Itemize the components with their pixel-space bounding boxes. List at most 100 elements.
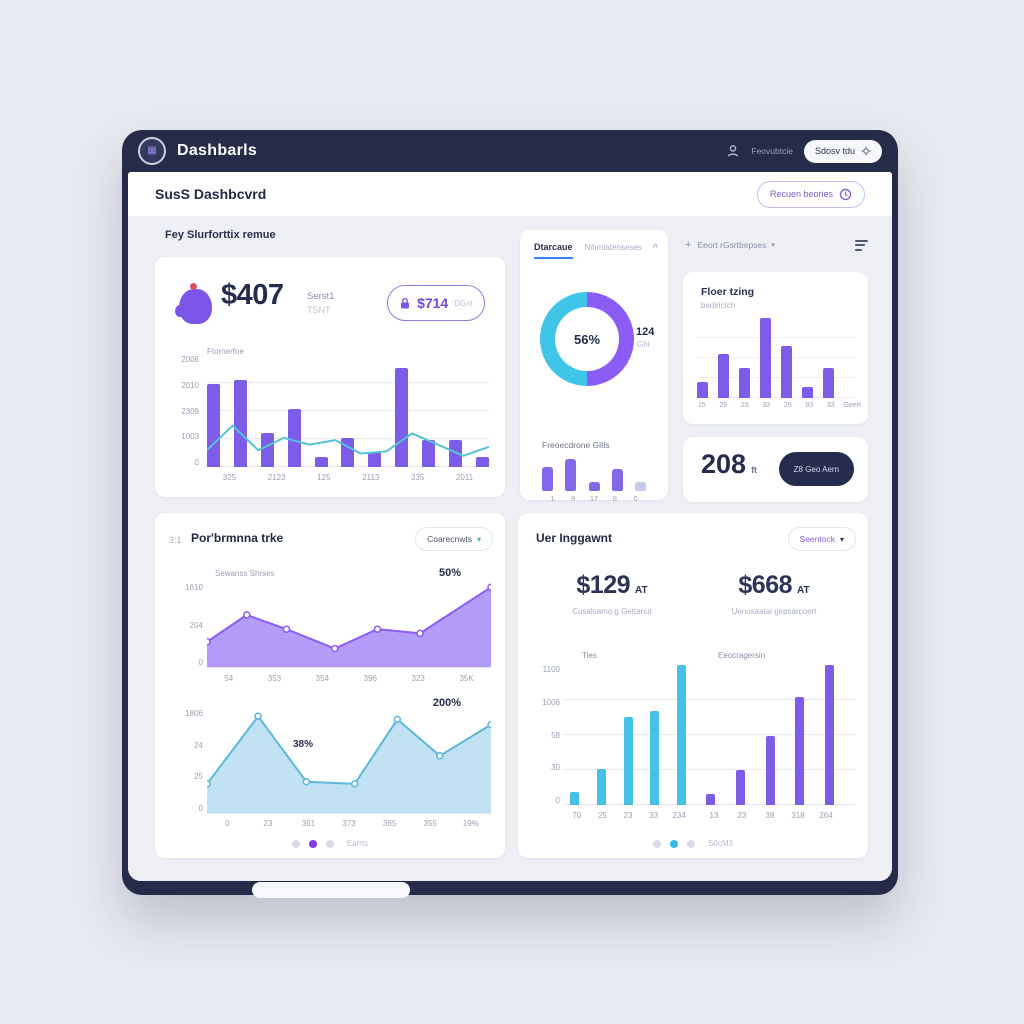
x-tick-label: 325 xyxy=(222,473,237,482)
y-tick-label: 0 xyxy=(555,796,560,805)
metric1-value: $129 xyxy=(576,571,631,599)
bar xyxy=(449,440,463,467)
y-tick-label: 1003 xyxy=(181,432,199,442)
app-logo[interactable]: ▦ xyxy=(138,137,166,165)
pagination-label: Earrts xyxy=(346,839,369,848)
revenue-badge[interactable]: $714 DGnt xyxy=(387,285,485,321)
donut-chart: 56% xyxy=(540,292,634,386)
x-tick-label: 93 xyxy=(805,402,814,409)
bar xyxy=(368,452,382,467)
app-title: Dashbarls xyxy=(177,142,258,159)
x-tick-label: 361 xyxy=(301,819,316,828)
group-bars xyxy=(704,665,836,805)
mini-plot xyxy=(542,453,646,491)
revenue-card: $407 Serst1 TSNT $714 DGnt Ftornerfoe 20… xyxy=(155,257,505,497)
donut-side-label: Ght xyxy=(637,340,650,349)
count-action-button[interactable]: Z8 Geo Aern xyxy=(778,452,854,486)
bar xyxy=(588,481,600,491)
window-handle[interactable] xyxy=(252,882,410,898)
dashboard-body: Fey Slurforttix remue $407 Serst1 TSNT $… xyxy=(128,216,892,881)
y-tick-label: 2010 xyxy=(181,380,199,390)
revenue-chart-label: Ftornerfoe xyxy=(207,347,244,356)
engagement-group-engagement: Eeocragersin 13 23 38 318 264 xyxy=(704,651,836,820)
bar xyxy=(706,793,715,805)
pagination-dot[interactable] xyxy=(325,839,334,848)
x-tick-label: 0 xyxy=(225,819,230,828)
metric2-caption: Uenusaatai gepsarcoert xyxy=(731,607,817,616)
bar xyxy=(795,697,805,805)
app-content: SusS Dashbcvrd Recuen beories Fey Slurfo… xyxy=(128,172,892,881)
bar xyxy=(341,437,355,467)
x-tick-label: 396 xyxy=(363,674,377,683)
bar xyxy=(823,367,834,398)
pagination-dot[interactable] xyxy=(291,839,300,848)
group-bars xyxy=(568,665,688,805)
x-tick-label: 264 xyxy=(819,811,833,820)
count-card: 208 ft Z8 Geo Aern xyxy=(683,437,868,502)
chevron-up-icon[interactable]: ^ xyxy=(652,242,658,252)
revenue-y-axis: 2006 2010 2309 1003 0 xyxy=(161,355,199,467)
perf-chart1-annotation: 50% xyxy=(438,567,461,579)
bar xyxy=(802,386,813,398)
revenue-plot xyxy=(207,355,489,467)
mini-x-axis: 1 9 17 8 0 xyxy=(542,494,646,503)
x-tick-label: 15 xyxy=(697,402,706,409)
pagination-dot-active[interactable] xyxy=(670,839,679,848)
tab-active[interactable]: Dtarcaue xyxy=(534,242,573,259)
x-tick-label: 1 xyxy=(550,494,555,503)
metric2-unit: AT xyxy=(797,585,810,596)
user-label[interactable]: Feovubtcie xyxy=(751,146,793,156)
y-tick-label: 2309 xyxy=(181,406,199,416)
y-tick-label: 204 xyxy=(189,620,203,630)
pagination-dot[interactable] xyxy=(653,839,662,848)
perf-chart1-label: Sewanss Shrses xyxy=(215,569,275,578)
app-window: ▦ Dashbarls Feovubtcie Sdosv tdu xyxy=(122,130,898,898)
x-tick-label: 33 xyxy=(649,811,659,820)
logo-icon: ▦ xyxy=(147,145,157,156)
pagination-dot[interactable] xyxy=(687,839,696,848)
perf-chart2-annotation: 200% xyxy=(432,697,461,709)
x-tick-label: 19% xyxy=(462,819,479,828)
performance-dropdown[interactable]: Coarecnwts ▾ xyxy=(415,527,493,551)
x-tick-label: 125 xyxy=(317,473,331,482)
engagement-dropdown[interactable]: Seentock ▾ xyxy=(787,527,856,551)
topbar-action-button[interactable]: Sdosv tdu xyxy=(803,139,882,163)
engagement-dropdown-label: Seentock xyxy=(799,534,835,544)
engagement-group-ties: Ties 70 25 23 33 234 xyxy=(568,651,688,820)
tab-inactive[interactable]: Nihmtatenseses xyxy=(584,243,642,252)
gear-icon xyxy=(861,146,871,156)
y-tick-label: 58 xyxy=(551,730,560,740)
rating-subtitle: bedirictch xyxy=(701,301,736,310)
engagement-card: Uer Inggawnt Seentock ▾ $129 AT Cusalsam… xyxy=(518,513,868,858)
x-tick-label: 70 xyxy=(572,811,582,820)
engagement-pagination: S0cM3 xyxy=(518,839,868,848)
metric2-value: $668 xyxy=(738,571,793,599)
bar xyxy=(677,665,686,805)
rating-plot xyxy=(697,318,855,398)
group-x-axis: 70 25 23 33 234 xyxy=(564,811,692,820)
engagement-metric-1: $129 AT Cusalsamo g Gettanut xyxy=(542,571,682,616)
topbar: ▦ Dashbarls Feovubtcie Sdosv tdu xyxy=(122,130,898,172)
donut-side-value: 124 xyxy=(636,326,655,338)
pagination-label: S0cM3 xyxy=(708,839,733,848)
perf2-x-axis: 0 23 361 373 365 355 19% xyxy=(207,819,491,828)
x-tick-label: 17 xyxy=(589,494,599,503)
y-tick-label: 1610 xyxy=(185,583,203,592)
bar xyxy=(623,716,633,805)
count-value: 208 xyxy=(701,449,747,479)
engagement-y-axis: 1100 1006 58 30 0 xyxy=(526,665,560,805)
group-legend: Eeocragersin xyxy=(718,651,766,660)
topbar-action-label: Sdosv tdu xyxy=(814,146,855,156)
x-tick-label: 234 xyxy=(672,811,686,820)
badge-value: $714 xyxy=(417,295,449,311)
notifications-icon[interactable] xyxy=(726,144,740,158)
mini-chart-title: Freoecdrone Gitls xyxy=(542,440,610,450)
sort-lines-icon[interactable] xyxy=(855,239,868,251)
pagination-dot-active[interactable] xyxy=(308,839,317,848)
reports-button[interactable]: Recuen beories xyxy=(756,180,865,208)
filter-dropdown[interactable]: Eeort rGsrtbepses xyxy=(697,240,767,250)
x-tick-label: 33 xyxy=(826,402,835,409)
donut-center-label: 56% xyxy=(555,307,619,371)
bar xyxy=(735,770,745,805)
